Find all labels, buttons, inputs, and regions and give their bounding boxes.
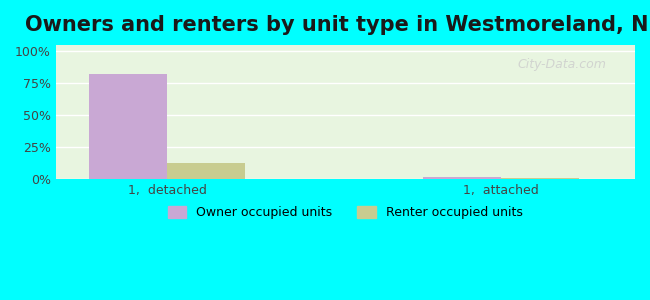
Title: Owners and renters by unit type in Westmoreland, NH: Owners and renters by unit type in Westm…: [25, 15, 650, 35]
Text: City-Data.com: City-Data.com: [517, 58, 606, 71]
Legend: Owner occupied units, Renter occupied units: Owner occupied units, Renter occupied un…: [162, 201, 528, 224]
Bar: [423, 177, 501, 179]
Bar: [89, 74, 167, 179]
Bar: [501, 178, 579, 179]
Bar: [167, 163, 245, 179]
